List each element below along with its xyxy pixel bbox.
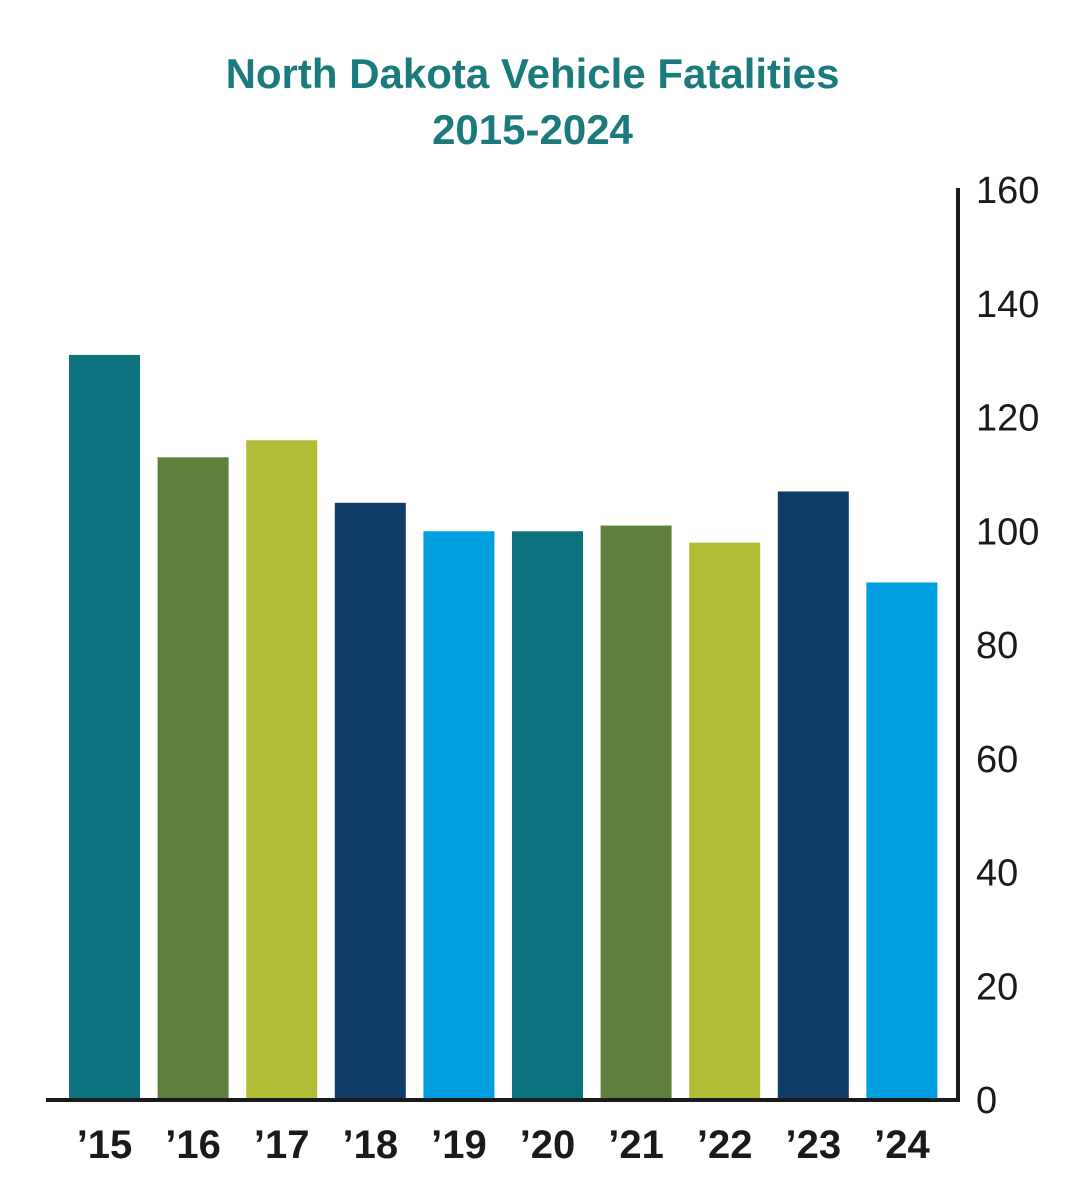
bar <box>246 440 318 1100</box>
y-tick-label: 0 <box>976 1080 997 1122</box>
bar <box>689 542 761 1100</box>
x-tick-label: ’19 <box>431 1123 487 1167</box>
chart-subtitle: 2015-2024 <box>432 106 633 153</box>
y-tick-label: 160 <box>976 170 1039 212</box>
bar <box>423 531 495 1100</box>
bar <box>334 502 406 1100</box>
x-tick-label: ’24 <box>874 1123 930 1167</box>
x-tick-label: ’20 <box>520 1123 576 1167</box>
y-tick-label: 20 <box>976 966 1018 1008</box>
bar <box>157 457 229 1100</box>
x-tick-label: ’17 <box>254 1123 310 1167</box>
x-tick-label: ’15 <box>77 1123 133 1167</box>
bar <box>512 531 583 1100</box>
x-tick-label: ’23 <box>785 1123 841 1167</box>
bar <box>866 582 938 1100</box>
x-tick-label: ’18 <box>342 1123 398 1167</box>
x-tick-label: ’22 <box>697 1123 753 1167</box>
y-tick-label: 80 <box>976 625 1018 667</box>
chart-title: North Dakota Vehicle Fatalities <box>225 50 840 97</box>
x-tick-label: ’16 <box>165 1123 221 1167</box>
x-tick-label: ’21 <box>608 1123 664 1167</box>
y-tick-label: 120 <box>976 398 1039 440</box>
y-tick-label: 100 <box>976 511 1039 553</box>
y-tick-label: 60 <box>976 739 1018 781</box>
bar <box>600 525 672 1100</box>
bar <box>777 491 849 1100</box>
y-tick-label: 40 <box>976 853 1018 895</box>
y-tick-label: 140 <box>976 284 1039 326</box>
bar <box>69 354 140 1100</box>
